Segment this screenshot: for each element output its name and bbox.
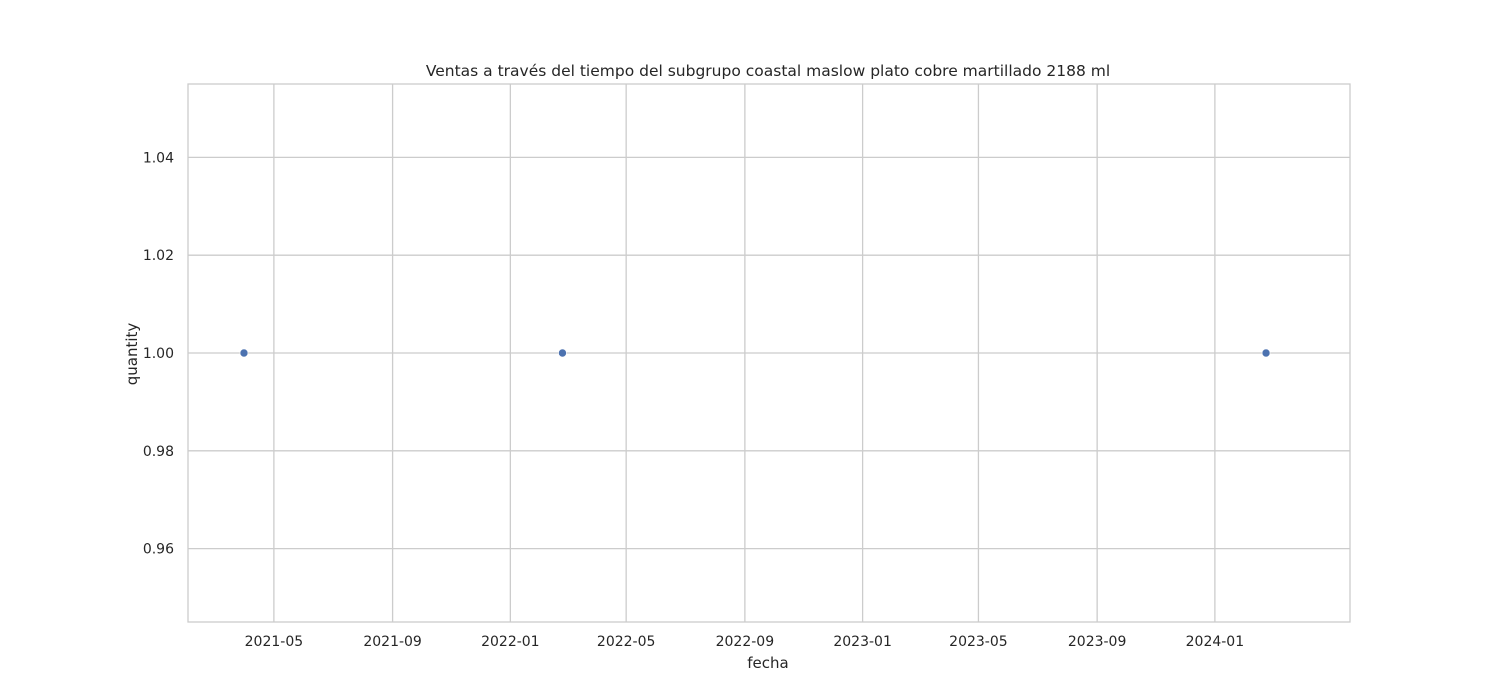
y-tick-label: 1.00 <box>143 346 174 362</box>
y-axis-label: quantity <box>123 323 141 386</box>
data-point <box>239 348 249 358</box>
plot-frame <box>187 83 1351 623</box>
chart-title: Ventas a través del tiempo del subgrupo … <box>426 62 1110 80</box>
data-point <box>558 348 567 358</box>
x-tick-labels: 2021-05 2021-09 2022-01 2022-05 2022-09 2023-… <box>245 634 1244 650</box>
y-tick-label: 0.96 <box>143 542 174 558</box>
data-point <box>1261 348 1271 358</box>
x-axis-label: fecha <box>747 654 788 672</box>
x-tick-label: 2023-09 <box>1068 634 1127 650</box>
x-tick-label: 2021-05 <box>245 634 304 650</box>
y-tick-labels: 0.96 0.98 1.00 1.02 1.04 <box>143 150 174 557</box>
y-tick-label: 1.02 <box>143 248 174 264</box>
y-tick-label: 0.98 <box>143 444 174 460</box>
x-tick-label: 2022-05 <box>597 634 656 650</box>
horizontal-gridlines <box>188 156 1350 550</box>
data-points <box>239 348 1271 358</box>
x-tick-label: 2022-09 <box>716 634 775 650</box>
x-tick-label: 2023-01 <box>833 634 892 650</box>
y-tick-label: 1.04 <box>143 150 174 166</box>
x-tick-label: 2022-01 <box>481 634 540 650</box>
x-tick-label: 2024-01 <box>1186 634 1245 650</box>
x-tick-label: 2021-09 <box>363 634 422 650</box>
x-tick-label: 2023-05 <box>949 634 1008 650</box>
